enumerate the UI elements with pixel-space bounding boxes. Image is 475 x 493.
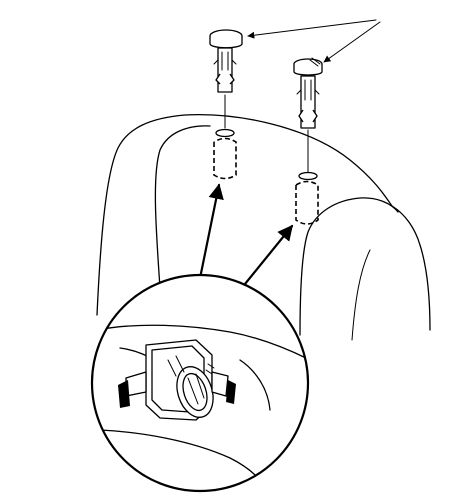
headrest-guide-right <box>293 57 323 225</box>
headrest-guide-left <box>209 29 243 180</box>
callout-arrows <box>247 19 381 63</box>
detail-callout <box>90 273 310 493</box>
